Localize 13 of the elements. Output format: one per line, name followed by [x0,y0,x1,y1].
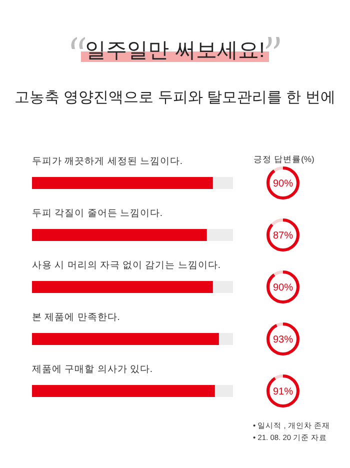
chart-subtitle: 고농축 영양진액으로 두피와 탈모관리를 한 번에 [14,88,336,107]
y-tick-label: 사용 시 머리의 자극 없이 감기는 느낌이다. [32,260,220,271]
data-label: 90% [272,178,294,190]
data-label: 87% [272,230,294,242]
text: 긍정 답변률(%) [252,154,316,166]
data-label: 93% [272,334,294,346]
chart-title: 일주일만 써보세요! [81,39,269,62]
y-tick-label: 두피 각질이 줄어든 느낌이다. [32,208,163,219]
data-label: 91% [272,386,294,398]
y-tick-label: 본 제품에 만족한다. [32,312,120,323]
data-label: 90% [272,282,294,294]
y-tick-label: 두피가 깨끗하게 세정된 느낌이다. [32,156,183,167]
y-tick-label: 제품에 구매할 의사가 있다. [32,364,153,375]
